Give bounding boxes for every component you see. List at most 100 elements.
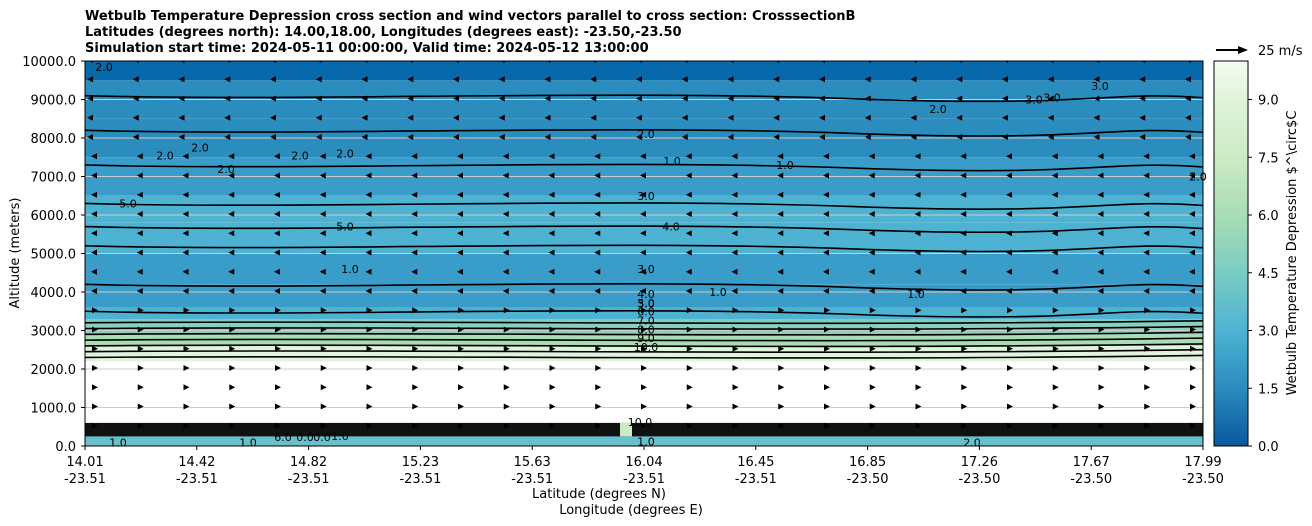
wind-vector xyxy=(824,422,830,429)
wind-vector xyxy=(1052,326,1059,333)
wind-vector xyxy=(319,191,326,198)
wind-vector xyxy=(1190,365,1196,371)
wind-vector xyxy=(549,326,556,333)
wind-vector xyxy=(548,230,555,237)
x-axis: 14.01 -23.51 14.42 -23.51 14.82 -23.51 15.23 -2… xyxy=(64,446,1224,487)
wind-vector xyxy=(411,268,418,275)
wind-vector xyxy=(732,307,739,314)
wind-vector xyxy=(502,153,509,160)
wind-vector xyxy=(1143,230,1150,237)
contour-label: 10.0 xyxy=(628,416,653,429)
y-tick-label: 0.0 xyxy=(55,440,76,455)
contour-line-stack xyxy=(85,320,1203,325)
wind-vector xyxy=(91,172,97,179)
wind-vector xyxy=(1051,153,1058,160)
wind-vector xyxy=(228,211,235,217)
wind-vector xyxy=(864,95,871,102)
wind-vector xyxy=(182,172,189,179)
wind-vector xyxy=(458,326,464,333)
wind-vector xyxy=(727,114,734,121)
wind-vector xyxy=(365,230,372,237)
y-tick-label: 10000.0 xyxy=(22,55,76,70)
y-tick-label: 3000.0 xyxy=(31,325,77,340)
wind-vector xyxy=(320,307,327,314)
wind-vector xyxy=(641,345,647,352)
wind-vector xyxy=(824,345,830,352)
wind-vector xyxy=(229,345,236,352)
contour-label: 2.0 xyxy=(217,163,235,176)
wind-vector xyxy=(1185,76,1191,83)
wind-vector xyxy=(549,384,556,391)
wind-vector xyxy=(412,365,419,371)
wind-vector xyxy=(183,403,190,410)
contour-line xyxy=(85,309,1203,318)
wind-vector xyxy=(549,422,556,429)
wind-vector xyxy=(731,191,738,198)
wind-vector xyxy=(412,307,419,314)
wind-vector xyxy=(224,95,231,102)
wind-vector xyxy=(778,307,785,314)
contour-line xyxy=(85,225,1203,234)
wind-vector xyxy=(412,326,419,333)
wind-vector xyxy=(864,134,871,140)
colorbar-tick-label: 6.0 xyxy=(1258,209,1279,224)
wind-vector xyxy=(590,95,597,102)
wind-vector xyxy=(320,326,327,333)
wind-vector xyxy=(1097,172,1104,179)
wind-vector xyxy=(412,384,419,391)
wind-vector xyxy=(961,384,968,391)
wind-vector xyxy=(498,76,505,83)
wind-vector xyxy=(594,249,601,256)
wind-vector xyxy=(915,384,922,391)
wind-vector xyxy=(270,114,276,121)
wind-vector xyxy=(824,403,830,410)
wind-vector xyxy=(407,134,414,140)
contour-label: 3.0 xyxy=(1025,94,1043,107)
wind-vector xyxy=(823,268,829,275)
x-tick-label-latitude: 17.99 xyxy=(1184,455,1221,470)
wind-vector xyxy=(685,249,692,256)
wind-vector xyxy=(1189,211,1195,217)
wind-vector xyxy=(778,345,785,352)
wind-vector xyxy=(732,384,739,391)
wind-vector xyxy=(407,95,414,102)
wind-vector xyxy=(869,403,876,410)
wind-vector xyxy=(365,211,372,217)
wind-vector xyxy=(590,76,597,83)
wind-vector xyxy=(319,211,326,217)
wind-vector xyxy=(320,365,327,371)
wind-vector xyxy=(594,172,601,179)
wind-vector xyxy=(1047,134,1054,140)
wind-vector xyxy=(457,288,463,294)
wind-vector xyxy=(87,95,93,102)
x-tick-label-latitude: 15.63 xyxy=(514,455,551,470)
wind-vector xyxy=(960,288,967,294)
wind-vector xyxy=(1002,134,1008,140)
wind-vector xyxy=(361,134,368,140)
wind-vector xyxy=(224,76,231,83)
wind-vector xyxy=(319,268,326,275)
wind-vector xyxy=(548,288,555,294)
wind-vector xyxy=(182,268,189,275)
wind-vector xyxy=(731,230,738,237)
wind-vector xyxy=(320,345,327,352)
wind-vector xyxy=(960,153,967,160)
contour-label: 1.0 xyxy=(637,435,655,448)
wind-vector xyxy=(502,211,509,217)
wind-vector xyxy=(457,172,463,179)
wind-vector xyxy=(366,326,373,333)
surface-contour-cluster xyxy=(85,422,1203,437)
wind-vector xyxy=(641,307,647,314)
wind-vector xyxy=(641,326,647,333)
wind-vector xyxy=(1098,365,1105,371)
wind-vector xyxy=(1006,172,1012,179)
y-axis: 0.0 1000.0 2000.0 3000.0 4000.0 5000.0 6000.0 7… xyxy=(22,55,85,455)
wind-vector xyxy=(549,345,556,352)
wind-vector xyxy=(457,211,463,217)
wind-vector xyxy=(868,268,875,275)
y-tick-label: 1000.0 xyxy=(31,402,77,417)
contour-band-max xyxy=(85,361,1203,423)
wind-vector xyxy=(320,422,327,429)
contour-label: 3.0 xyxy=(637,298,655,311)
wind-vector xyxy=(640,191,646,198)
